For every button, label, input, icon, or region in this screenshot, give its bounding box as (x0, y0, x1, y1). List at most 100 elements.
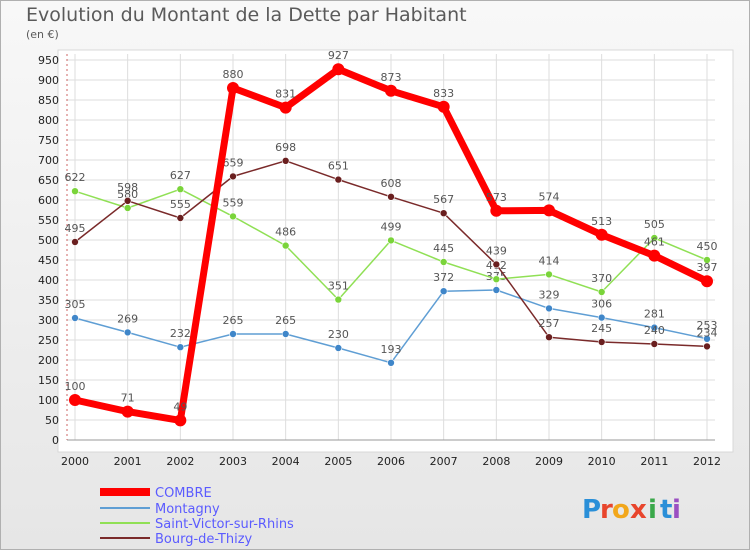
x-tick-label: 2001 (114, 455, 142, 468)
data-label: 265 (275, 314, 296, 327)
data-label: 372 (433, 271, 454, 284)
data-label: 269 (117, 312, 138, 325)
data-label: 281 (644, 308, 665, 321)
data-label: 513 (591, 215, 612, 228)
data-point (123, 197, 132, 205)
x-tick-label: 2011 (640, 455, 668, 468)
y-tick-label: 350 (38, 294, 59, 307)
data-point (69, 394, 81, 406)
data-point (176, 343, 185, 352)
data-label: 193 (381, 343, 402, 356)
legend-item: Bourg-de-Thizy (100, 532, 253, 547)
y-tick-label: 850 (38, 94, 59, 107)
data-point (703, 334, 711, 343)
x-tick-label: 2007 (430, 455, 458, 468)
data-label: 608 (381, 177, 402, 190)
x-tick-label: 2006 (377, 455, 405, 468)
data-point (545, 270, 553, 279)
y-tick-label: 300 (38, 314, 59, 327)
data-point (387, 236, 395, 245)
data-point (229, 330, 237, 338)
data-label: 927 (328, 49, 349, 62)
proxiti-logo: Pr o x i t i (582, 495, 681, 525)
logo-letter: x (630, 495, 647, 525)
y-tick-label: 0 (52, 434, 59, 447)
data-label: 831 (275, 88, 296, 101)
x-tick-label: 2009 (535, 455, 563, 468)
legend-label: Bourg-de-Thizy (155, 532, 253, 547)
y-tick-label: 100 (38, 394, 59, 407)
data-point (71, 187, 79, 195)
data-label: 305 (65, 298, 86, 311)
data-label: 659 (223, 156, 244, 169)
data-point (597, 313, 606, 322)
y-tick-label: 650 (38, 174, 59, 187)
y-tick-label: 600 (38, 194, 59, 207)
data-label: 651 (328, 160, 349, 173)
data-point (281, 157, 290, 165)
x-tick-label: 2005 (324, 455, 352, 468)
legend-item: Montagny (100, 502, 220, 517)
data-label: 240 (644, 324, 665, 337)
data-label: 573 (486, 191, 507, 204)
data-point (229, 212, 237, 221)
legend-label: Montagny (155, 502, 220, 517)
data-point (332, 63, 345, 76)
data-point (123, 204, 132, 212)
logo-letter: o (612, 495, 630, 525)
data-label: 555 (170, 198, 191, 211)
y-tick-label: 800 (38, 114, 59, 127)
series-saint-victor-sur-rhins: 622580627559486351499445402414370505450 (65, 169, 718, 304)
data-label: 627 (170, 169, 191, 182)
data-point (71, 314, 79, 322)
legend-item: Saint-Victor-sur-Rhins (100, 517, 294, 532)
data-label: 245 (591, 322, 612, 335)
logo-letter: i (648, 495, 657, 525)
data-label: 580 (117, 188, 138, 201)
data-label: 49 (173, 400, 187, 413)
y-tick-label: 450 (38, 254, 59, 267)
data-label: 873 (381, 71, 402, 84)
data-point (281, 241, 290, 250)
data-point (227, 82, 239, 94)
y-tick-label: 400 (38, 274, 59, 287)
legend-item: COMBRE (100, 486, 212, 501)
data-label: 257 (539, 317, 560, 330)
y-tick-label: 700 (38, 154, 59, 167)
data-point (439, 258, 448, 266)
x-tick-label: 2000 (61, 455, 89, 468)
logo-letter: r (600, 495, 613, 525)
data-point (648, 249, 661, 262)
data-point (279, 101, 292, 114)
data-point (281, 330, 290, 338)
chart-title: Evolution du Montant de la Dette par Hab… (26, 4, 467, 26)
data-label: 495 (65, 222, 86, 235)
x-tick-label: 2004 (272, 455, 300, 468)
data-label: 574 (539, 190, 560, 203)
logo-letter: i (672, 495, 681, 525)
data-point (703, 342, 711, 351)
data-label: 71 (121, 392, 135, 405)
y-tick-label: 500 (38, 234, 59, 247)
y-tick-label: 550 (38, 214, 59, 227)
legend-label: Saint-Victor-sur-Rhins (155, 517, 294, 532)
data-label: 622 (65, 171, 86, 184)
series-bourg-de-thizy: 495 598 555 659 698 651 608 567 439 257 245 240 234 (65, 141, 718, 351)
data-label: 414 (539, 254, 560, 267)
x-tick-label: 2012 (693, 455, 721, 468)
data-label: 598 (117, 181, 138, 194)
data-point (229, 172, 237, 181)
data-point (595, 228, 608, 241)
data-point (543, 204, 555, 217)
data-label: 559 (223, 196, 244, 209)
chart-unit: (en €) (26, 28, 59, 41)
data-label: 833 (433, 87, 454, 100)
data-point (597, 338, 606, 346)
data-point (439, 209, 448, 217)
data-label: 397 (697, 261, 718, 274)
data-label: 234 (697, 326, 718, 339)
data-point (492, 275, 501, 284)
y-tick-label: 950 (38, 54, 59, 67)
data-label: 439 (486, 244, 507, 257)
